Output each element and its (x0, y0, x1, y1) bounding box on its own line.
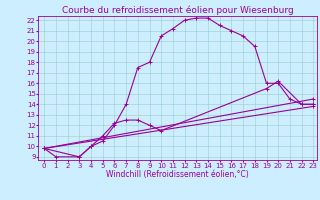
X-axis label: Windchill (Refroidissement éolien,°C): Windchill (Refroidissement éolien,°C) (106, 170, 249, 179)
Title: Courbe du refroidissement éolien pour Wiesenburg: Courbe du refroidissement éolien pour Wi… (62, 6, 293, 15)
